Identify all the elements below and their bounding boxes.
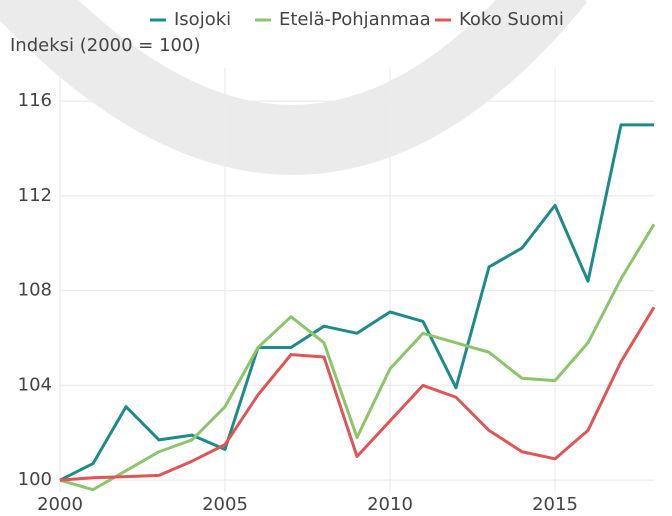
y-tick-label: 100: [18, 469, 52, 490]
y-axis-label: Indeksi (2000 = 100): [10, 35, 200, 56]
y-tick-label: 108: [18, 280, 52, 301]
legend-label: Isojoki: [174, 9, 231, 30]
legend-label: Etelä-Pohjanmaa: [279, 9, 431, 30]
series-line: [59, 223, 656, 492]
watermark: [0, 0, 588, 175]
x-tick-label: 2010: [367, 494, 413, 515]
series-line: [59, 306, 656, 482]
x-tick-label: 2000: [37, 494, 83, 515]
x-tick-label: 2005: [202, 494, 248, 515]
y-tick-label: 112: [18, 185, 52, 206]
series-line: [59, 123, 654, 482]
x-tick-label: 2015: [532, 494, 578, 515]
legend-label: Koko Suomi: [459, 9, 564, 30]
y-tick-label: 116: [18, 90, 52, 111]
y-tick-label: 104: [18, 374, 52, 395]
